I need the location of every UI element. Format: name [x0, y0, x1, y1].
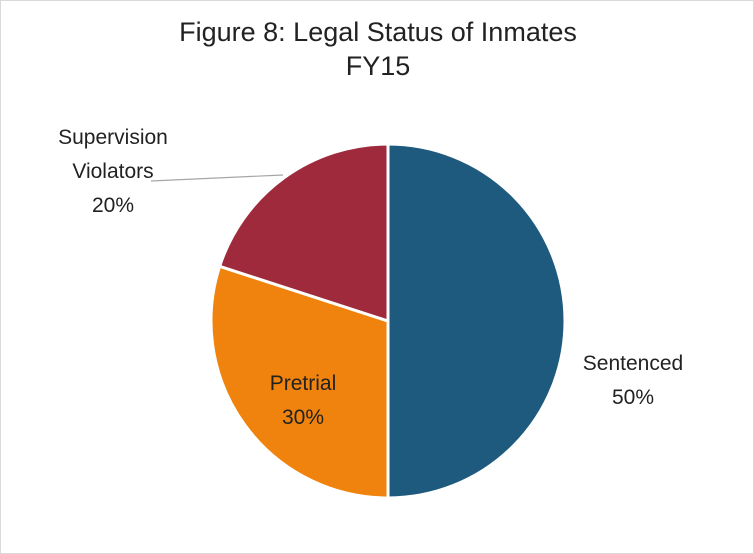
category-label: Pretrial — [269, 372, 337, 395]
category-label: Sentenced — [582, 352, 684, 375]
pie-slice — [209, 264, 390, 500]
pie-slice — [386, 142, 567, 500]
value-label: 50% — [611, 386, 655, 409]
value-label: 30% — [281, 406, 325, 429]
category-label: Supervision Violators — [58, 126, 168, 183]
chart-title: Figure 8: Legal Status of Inmates FY15 — [179, 17, 577, 81]
leader-line — [150, 174, 284, 182]
pie-slice — [217, 142, 390, 324]
value-label: 20% — [91, 194, 135, 217]
